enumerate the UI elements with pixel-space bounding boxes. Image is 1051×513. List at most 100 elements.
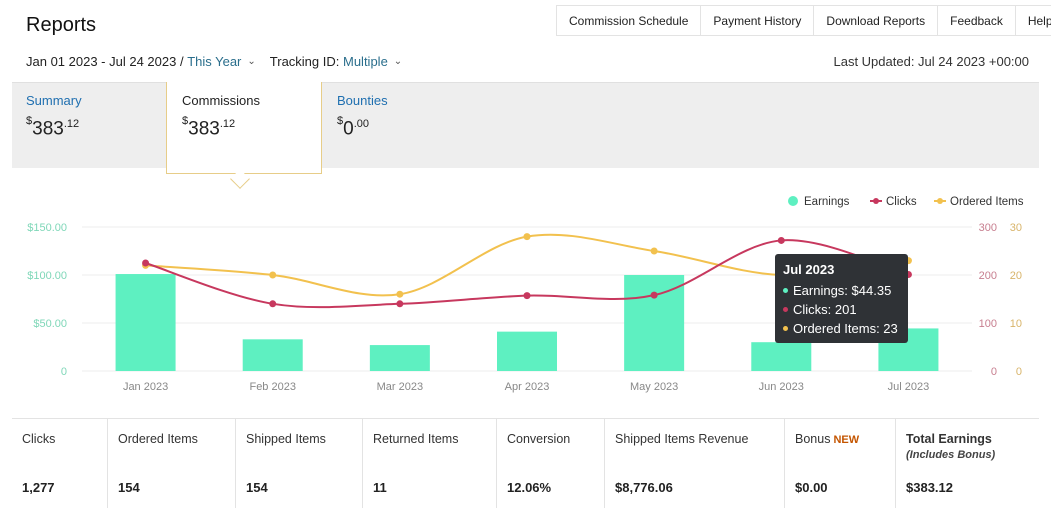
earnings-bar [624, 275, 685, 371]
stat-shipped-revenue: Shipped Items Revenue $8,776.06 [605, 419, 785, 508]
x-axis-tick: Jun 2023 [759, 381, 804, 393]
left-axis-tick: $50.00 [33, 318, 67, 330]
tooltip-clicks: Clicks: 201 [793, 302, 857, 317]
clicks-axis-tick: 200 [979, 270, 997, 282]
earnings-bar [369, 345, 430, 371]
stat-label: Shipped Items Revenue [615, 432, 749, 446]
chart-tooltip: Jul 2023 Earnings: $44.35 Clicks: 201 Or… [775, 254, 908, 343]
stat-label: Clicks [22, 432, 56, 446]
tab-commissions[interactable]: Commissions $383.12 [182, 93, 260, 140]
clicks-point [269, 300, 277, 308]
stat-ordered-items: Ordered Items 154 [108, 419, 236, 508]
tooltip-earnings: Earnings: $44.35 [793, 283, 892, 298]
stat-label: Conversion [507, 432, 571, 446]
payment-history-button[interactable]: Payment History [701, 5, 815, 36]
clicks-axis-tick: 100 [979, 318, 997, 330]
clicks-point [396, 300, 404, 308]
stat-label: Total Earnings (Includes Bonus) [906, 432, 996, 461]
stat-label: Ordered Items [118, 432, 198, 446]
stat-bonus: Bonus NEW $0.00 [785, 419, 896, 508]
clicks-axis-tick: 300 [979, 222, 997, 234]
clicks-point [142, 259, 150, 267]
new-badge: NEW [833, 434, 860, 446]
stat-conversion: Conversion 12.06% [497, 419, 605, 508]
ordered-items-point [269, 271, 277, 279]
ordered-axis-tick: 10 [1010, 318, 1022, 330]
legend-point-icon [873, 198, 879, 204]
tracking-id-label: Tracking ID: [269, 54, 340, 69]
ordered-axis-tick: 30 [1010, 222, 1022, 234]
stat-value: 154 [118, 480, 140, 495]
x-axis-tick: May 2023 [630, 381, 678, 393]
x-axis-tick: Jan 2023 [123, 381, 168, 393]
tooltip-title: Jul 2023 [783, 262, 835, 277]
stat-value: $383.12 [906, 480, 953, 495]
earnings-dot-icon [783, 288, 788, 293]
tracking-id-dropdown[interactable]: Multiple [343, 54, 388, 69]
ordered-items-point [396, 290, 404, 298]
download-reports-button[interactable]: Download Reports [814, 5, 939, 36]
x-axis-tick: Apr 2023 [505, 381, 550, 393]
help-button[interactable]: Help [1015, 5, 1051, 36]
commission-schedule-button[interactable]: Commission Schedule [556, 5, 702, 36]
legend-label: Clicks [886, 196, 917, 208]
chevron-down-icon[interactable]: ⌄ [247, 56, 256, 67]
stat-value: 12.06% [507, 480, 552, 495]
stat-returned-items: Returned Items 11 [363, 419, 497, 508]
left-axis-tick: $100.00 [27, 270, 67, 282]
chevron-down-icon[interactable]: ⌄ [393, 56, 403, 67]
stat-clicks: Clicks 1,277 [12, 419, 108, 508]
tab-bounties[interactable]: Bounties $0.00 [337, 93, 388, 140]
tab-bounties-label: Bounties [337, 93, 388, 108]
commissions-value: $383.12 [182, 115, 236, 140]
clicks-point [523, 292, 531, 300]
stat-value: 154 [246, 480, 268, 495]
stat-shipped-items: Shipped Items 154 [236, 419, 363, 508]
left-axis-tick: $150.00 [27, 222, 67, 234]
stats-bar: Clicks 1,277 Ordered Items 154 Shipped I… [12, 418, 1039, 508]
tooltip-ordered-items: Ordered Items: 23 [793, 321, 898, 336]
stat-value: $0.00 [795, 480, 828, 495]
stat-label: Shipped Items [246, 432, 326, 446]
filter-bar: Jan 01 2023 - Jul 24 2023 / This Year ⌄ … [26, 54, 402, 69]
stat-value: 1,277 [22, 480, 55, 495]
top-nav: Commission Schedule Payment History Down… [556, 5, 1051, 36]
last-updated: Last Updated: Jul 24 2023 +00:00 [833, 54, 1029, 69]
bounties-value: $0.00 [337, 115, 369, 140]
earnings-chart: $150.00$100.00$50.00030020010003020100Ja… [27, 196, 1024, 393]
ordered-items-dot-icon [783, 326, 788, 331]
stat-label: Bonus NEW [795, 432, 860, 446]
stat-value: $8,776.06 [615, 480, 673, 495]
earnings-bar [115, 274, 176, 371]
ordered-axis-tick: 0 [1016, 366, 1022, 378]
tab-commissions-bg [166, 82, 322, 174]
legend-label: Earnings [804, 196, 850, 208]
summary-value: $383.12 [26, 115, 80, 140]
ordered-items-point [523, 233, 531, 241]
page-title: Reports [26, 14, 97, 36]
clicks-axis-tick: 0 [991, 366, 997, 378]
chart-container: $150.00 $100.00 $50.00 0 300 200 100 0 30 20 10 0 Ja… [12, 168, 1039, 418]
stat-value: 11 [373, 480, 387, 495]
clicks-point [777, 236, 785, 244]
ordered-axis-tick: 20 [1010, 270, 1022, 282]
date-range-text: Jan 01 2023 - Jul 24 2023 / [26, 54, 184, 69]
ordered-items-point [650, 247, 658, 255]
tab-commissions-label: Commissions [182, 93, 261, 108]
tab-summary[interactable]: Summary $383.12 [26, 93, 82, 140]
feedback-button[interactable]: Feedback [938, 5, 1016, 36]
x-axis-tick: Jul 2023 [888, 381, 930, 393]
earnings-bar [497, 331, 557, 371]
legend-label: Ordered Items [950, 196, 1024, 208]
period-dropdown[interactable]: This Year [187, 54, 242, 69]
x-axis-tick: Mar 2023 [377, 381, 423, 393]
earnings-bar [751, 342, 812, 371]
stat-sub: (Includes Bonus) [906, 449, 996, 461]
left-axis-tick: 0 [61, 366, 67, 378]
clicks-dot-icon [783, 307, 788, 312]
earnings-bar [242, 339, 303, 371]
x-axis-tick: Feb 2023 [249, 381, 295, 393]
stat-label: Returned Items [373, 432, 459, 446]
legend-point-icon [937, 198, 943, 204]
clicks-point [650, 291, 658, 299]
